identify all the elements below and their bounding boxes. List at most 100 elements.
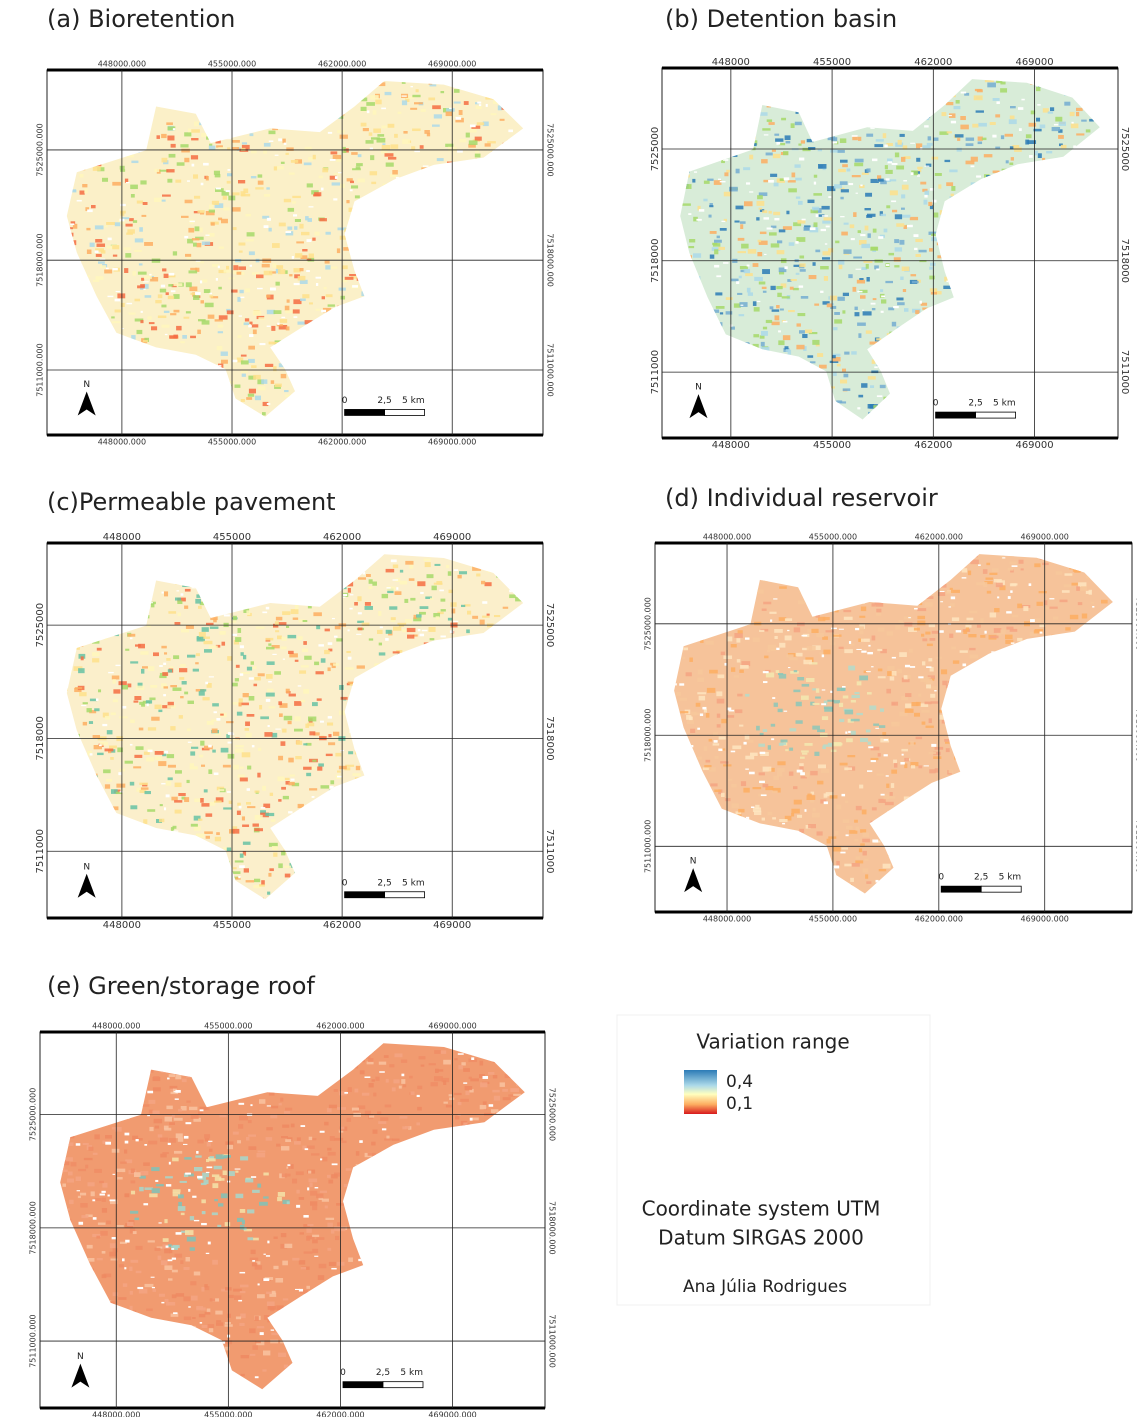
raster-gap <box>335 73 341 76</box>
raster-cell <box>754 277 763 281</box>
raster-cell <box>251 99 256 102</box>
raster-cell <box>375 100 381 105</box>
raster-cell <box>145 791 151 794</box>
raster-cell <box>353 395 361 398</box>
raster-cell <box>998 386 1004 388</box>
raster-cell <box>430 354 435 359</box>
raster-cell <box>521 167 528 171</box>
raster-cell <box>795 122 802 125</box>
raster-cell <box>134 250 142 252</box>
raster-cell <box>1041 299 1049 303</box>
raster-cell <box>130 578 137 582</box>
raster-cell <box>870 342 879 345</box>
raster-cell <box>123 601 128 604</box>
raster-gap <box>368 810 372 811</box>
raster-cell <box>379 696 385 698</box>
raster-cell <box>305 93 313 95</box>
raster-gap <box>66 296 70 298</box>
raster-cell <box>1038 84 1045 88</box>
raster-cell <box>1076 108 1083 111</box>
raster-cell <box>380 302 389 305</box>
raster-cell <box>757 252 762 256</box>
raster-cell <box>377 266 382 270</box>
raster-cell <box>946 303 952 307</box>
raster-gap <box>478 900 481 902</box>
raster-cell <box>1017 325 1023 330</box>
raster-cell <box>250 910 255 913</box>
raster-gap <box>889 96 892 97</box>
raster-cell <box>740 346 748 349</box>
raster-cell <box>113 255 117 257</box>
raster-cell <box>930 263 935 266</box>
raster-cell <box>881 299 886 303</box>
raster-cell <box>829 431 838 435</box>
raster-cell <box>488 337 491 341</box>
raster-gap <box>171 290 176 292</box>
raster-cell <box>487 571 495 573</box>
map-panel: (c)Permeable pavement4480004480004550004… <box>35 488 555 931</box>
raster-gap <box>270 288 276 291</box>
raster-cell <box>508 910 515 913</box>
raster-cell <box>286 585 290 588</box>
raster-gap <box>679 176 682 178</box>
raster-cell <box>1047 171 1056 173</box>
raster-cell <box>359 700 363 704</box>
raster-gap <box>266 607 269 610</box>
raster-cell <box>1078 334 1083 338</box>
raster-gap <box>862 310 864 311</box>
raster-gap <box>916 79 918 81</box>
raster-cell <box>111 595 116 597</box>
raster-gap <box>1083 353 1089 355</box>
raster-cell <box>862 72 870 76</box>
raster-cell <box>134 755 142 758</box>
raster-gap <box>776 142 780 145</box>
raster-cell <box>491 151 499 155</box>
raster-cell <box>947 131 952 133</box>
raster-gap <box>130 637 133 639</box>
raster-cell <box>404 353 412 356</box>
raster-cell <box>711 347 719 351</box>
raster-cell <box>1099 241 1104 244</box>
raster-cell <box>348 332 355 336</box>
raster-cell <box>477 911 484 914</box>
raster-cell <box>323 565 330 570</box>
raster-gap <box>700 291 705 294</box>
raster-cell <box>246 214 252 217</box>
raster-cell <box>112 388 120 392</box>
raster-gap <box>774 218 779 220</box>
raster-cell <box>1039 298 1047 301</box>
raster-cell <box>790 370 799 374</box>
raster-cell <box>227 310 234 314</box>
raster-cell <box>485 878 488 880</box>
raster-cell <box>793 413 799 415</box>
raster-cell <box>837 150 844 153</box>
raster-cell <box>441 599 446 602</box>
raster-gap <box>99 796 104 798</box>
raster-cell <box>202 242 210 246</box>
raster-cell <box>301 876 308 879</box>
raster-cell <box>93 376 99 381</box>
raster-cell <box>533 273 538 275</box>
raster-cell <box>191 747 198 749</box>
raster-cell <box>79 692 86 696</box>
raster-cell <box>458 210 463 212</box>
raster-cell <box>455 404 463 408</box>
raster-cell <box>910 371 918 375</box>
raster-cell <box>294 869 298 872</box>
raster-gap <box>945 373 948 375</box>
raster-cell <box>291 348 298 351</box>
raster-cell <box>1048 410 1053 413</box>
raster-cell <box>261 880 265 884</box>
raster-cell <box>131 194 135 198</box>
raster-cell <box>691 94 697 98</box>
raster-cell <box>112 182 121 186</box>
raster-cell <box>960 116 966 120</box>
raster-gap <box>419 281 421 283</box>
raster-cell <box>477 900 481 902</box>
raster-cell <box>1002 228 1010 232</box>
raster-cell <box>928 202 932 206</box>
raster-gap <box>53 151 57 154</box>
raster-gap <box>58 781 60 782</box>
raster-gap <box>309 206 314 207</box>
raster-gap <box>518 417 524 419</box>
